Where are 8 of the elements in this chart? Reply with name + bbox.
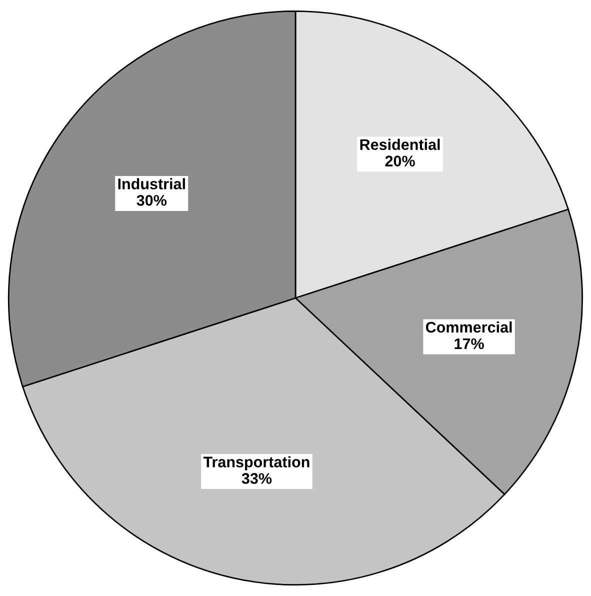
slice-label: Industrial (118, 178, 185, 190)
data-label: 17% (454, 338, 484, 350)
slice-label: Transportation (203, 456, 310, 470)
slice-label: Residential (360, 138, 440, 150)
data-label: 33% (242, 473, 272, 484)
data-label: 20% (385, 156, 415, 166)
slice-label: Commercial (426, 321, 512, 333)
data-label: 30% (136, 194, 167, 206)
